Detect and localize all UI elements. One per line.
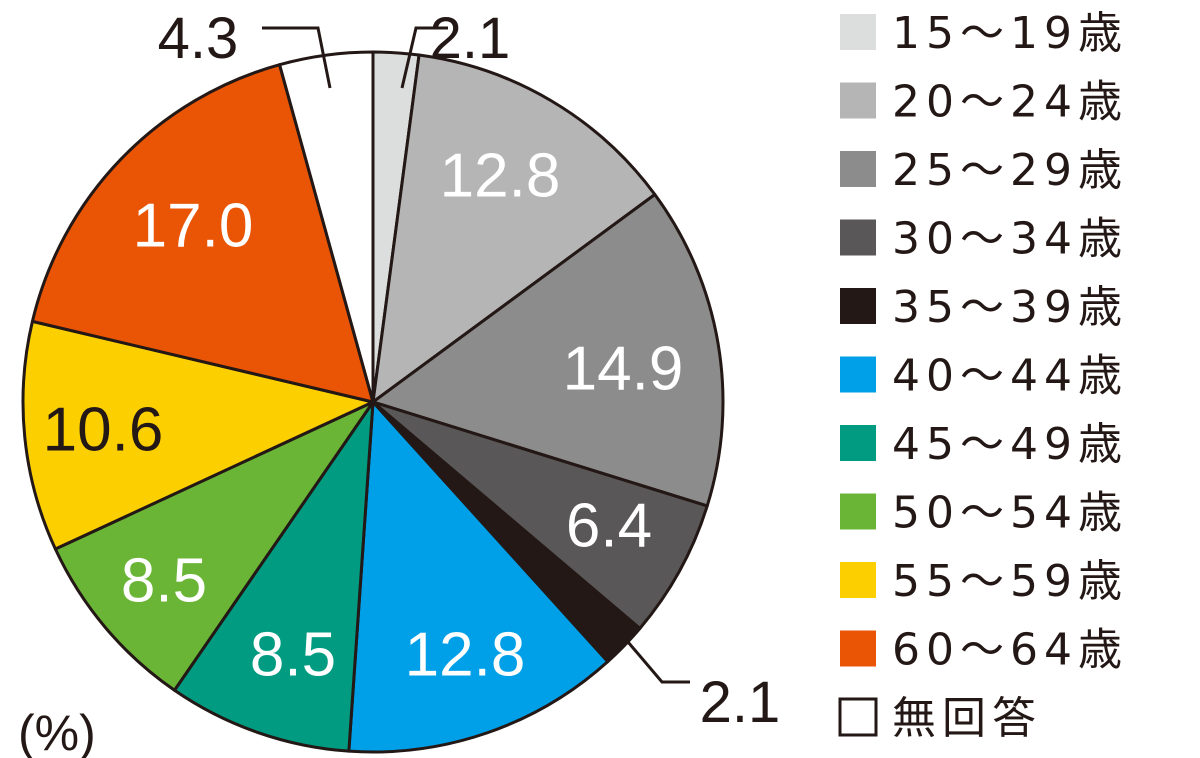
slice-value-label: 17.0 [133,191,254,260]
legend-item: 35～39歳 [840,282,1128,333]
legend-item: 40～44歳 [840,351,1128,402]
unit-label: (%) [18,705,96,758]
slice-value-label: 6.4 [566,491,652,560]
legend-item: 20～24歳 [840,77,1128,128]
legend-label: 45～49歳 [892,419,1128,470]
legend-item: 50～54歳 [840,488,1128,539]
legend-swatch [840,630,876,667]
legend-swatch [840,82,876,119]
legend-swatch [840,14,876,50]
slice-50-54 [53,400,375,692]
legend-item: 30～34歳 [840,214,1128,265]
slice-value-label: 8.5 [121,546,207,615]
legend-label: 60～64歳 [892,625,1128,676]
slice-45-49 [172,400,375,753]
slice-value-label: 2.1 [430,6,511,71]
legend-swatch [840,356,876,393]
legend-item: 15～19歳 [840,8,1128,59]
legend-swatch [840,562,876,598]
slice-value-label: 4.3 [158,6,239,71]
slice-30-34 [371,400,709,630]
legend-swatch [840,425,876,461]
slice-40-44 [347,400,610,754]
leader-line [626,641,690,684]
leader-line [400,26,448,89]
legend-swatch [840,493,876,530]
legend-swatch [840,151,876,187]
legend-swatch [840,288,876,324]
legend-item: 無回答 [838,693,1042,744]
leader-lines [262,26,690,684]
legend-label: 15～19歳 [892,8,1128,59]
pie-slices [21,50,725,754]
legend-item: 60～64歳 [840,625,1128,676]
legend-label: 35～39歳 [892,282,1128,333]
slice-60-64 [30,63,375,404]
legend-item: 45～49歳 [840,419,1128,470]
slice-labels: 2.1 12.8 14.9 6.4 2.1 12.8 8.5 8.5 10.6 17.0 4.3 [43,6,781,735]
slice-20-24 [371,53,657,404]
slice-value-label: 14.9 [563,334,684,403]
legend-item: 25～29歳 [840,145,1128,196]
legend-label: 50～54歳 [892,488,1128,539]
legend-label: 25～29歳 [892,145,1128,196]
slice-value-label: 12.8 [405,620,526,689]
legend-label: 55～59歳 [892,556,1128,607]
legend-label: 30～34歳 [892,214,1128,265]
legend-item: 55～59歳 [840,556,1128,607]
slice-value-label: 10.6 [43,395,164,464]
slice-55-59 [21,319,375,551]
slice-value-label: 8.5 [250,620,336,689]
leader-line [262,26,332,89]
slice- [278,50,375,404]
legend-label: 40～44歳 [892,351,1128,402]
legend-swatch [838,697,878,737]
slice-value-label: 2.1 [700,670,781,735]
legend-label: 20～24歳 [892,77,1128,128]
legend-swatch [840,219,876,256]
slice-value-label: 12.8 [440,141,561,210]
legend: 15～19歳 20～24歳 25～29歳 30～34歳 35～39歳 40～44歳 45～4… [838,8,1128,744]
legend-label: 無回答 [892,693,1042,744]
